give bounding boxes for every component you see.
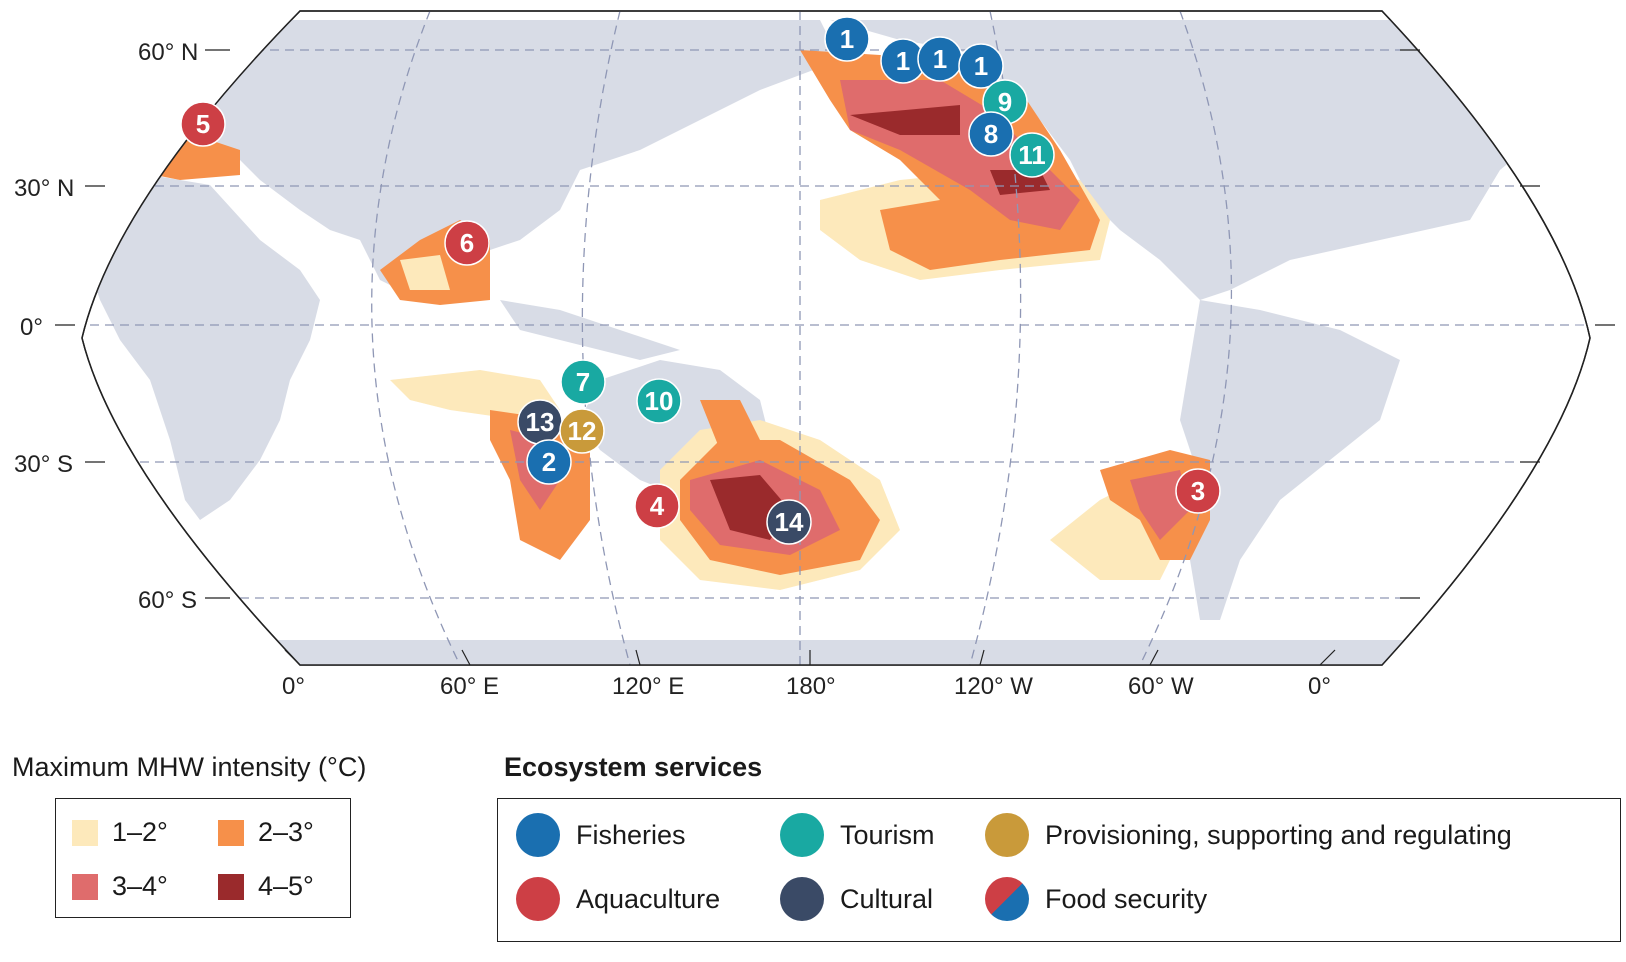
intensity-item-3-4: 3–4°: [72, 871, 168, 902]
intensity-label-1-2: 1–2°: [112, 817, 168, 847]
marker-label: 14: [775, 507, 804, 537]
marker-circle: [968, 111, 1014, 157]
marker-fisheries: 2: [526, 439, 572, 485]
lat-label-60s: 60° S: [138, 587, 197, 614]
lon-label-0: 0°: [282, 673, 305, 700]
marker-label: 6: [460, 228, 474, 258]
lat-label-60n: 60° N: [138, 39, 198, 66]
lat-label-30s: 30° S: [14, 451, 73, 478]
intensity-item-2-3: 2–3°: [218, 817, 314, 848]
intensity-label-3-4: 3–4°: [112, 871, 168, 901]
marker-circle: [636, 378, 682, 424]
latitude-labels: 60° N 30° N 0° 30° S 60° S: [14, 39, 198, 614]
marker-circle: [180, 101, 226, 147]
intensity-label-4-5: 4–5°: [258, 871, 314, 901]
intensity-legend: 1–2° 2–3° 3–4° 4–5°: [55, 798, 351, 918]
swatch-4-5: [218, 873, 244, 900]
marker-circle: [1175, 468, 1221, 514]
lon-label-60e: 60° E: [440, 673, 499, 700]
swatch-2-3: [218, 819, 244, 846]
lon-label-180: 180°: [786, 673, 836, 700]
marker-label: 1: [840, 24, 854, 54]
service-fisheries: Fisheries: [516, 813, 686, 857]
marker-tourism: 7: [560, 359, 606, 405]
lat-label-eq: 0°: [20, 314, 43, 341]
services-legend-title: Ecosystem services: [504, 752, 763, 782]
services-legend: Fisheries Tourism Provisioning, supporti…: [497, 798, 1621, 942]
service-label-food-security: Food security: [1045, 883, 1208, 914]
marker-fisheries: 1: [880, 38, 926, 84]
aquaculture-dot-icon: [516, 877, 560, 921]
service-cultural: Cultural: [780, 877, 933, 921]
marker-circle: [634, 483, 680, 529]
intensity-legend-title: Maximum MHW intensity (°C): [12, 752, 367, 782]
service-provisioning: Provisioning, supporting and regulating: [985, 813, 1512, 857]
service-label-aquaculture: Aquaculture: [576, 883, 721, 914]
marker-circle: [526, 439, 572, 485]
marker-label: 5: [196, 109, 210, 139]
service-label-provisioning: Provisioning, supporting and regulating: [1045, 819, 1512, 850]
marker-aquaculture: 5: [180, 101, 226, 147]
marker-label: 1: [896, 46, 910, 76]
food-security-dot-icon: [985, 877, 1029, 921]
service-food-security: Food security: [985, 877, 1207, 921]
world-map: 60° N 30° N 0° 30° S 60° S 0° 60° E 120°…: [14, 10, 1615, 700]
marker-circle: [559, 408, 605, 454]
lon-label-120w: 120° W: [954, 673, 1033, 700]
marker-aquaculture: 6: [444, 220, 490, 266]
marker-label: 3: [1191, 476, 1205, 506]
marker-fisheries: 8: [968, 111, 1014, 157]
lon-label-60w: 60° W: [1128, 673, 1194, 700]
marker-fisheries: 1: [958, 43, 1004, 89]
marker-cultural: 13: [517, 399, 563, 445]
service-label-fisheries: Fisheries: [576, 819, 686, 850]
marker-label: 1: [933, 44, 947, 74]
marker-label: 8: [984, 119, 998, 149]
marker-fisheries: 1: [917, 36, 963, 82]
marker-circle: [444, 220, 490, 266]
marker-circle: [824, 16, 870, 62]
marker-label: 7: [576, 367, 590, 397]
service-tourism: Tourism: [780, 813, 935, 857]
marker-circle: [1009, 132, 1055, 178]
marker-circle: [766, 499, 812, 545]
marker-label: 13: [526, 407, 555, 437]
service-label-tourism: Tourism: [840, 819, 935, 850]
longitude-labels: 0° 60° E 120° E 180° 120° W 60° W 0°: [282, 673, 1331, 700]
marker-tourism: 11: [1009, 132, 1055, 178]
marker-label: 2: [542, 447, 556, 477]
lon-label-120e: 120° E: [612, 673, 684, 700]
tourism-dot-icon: [780, 813, 824, 857]
intensity-label-2-3: 2–3°: [258, 817, 314, 847]
intensity-item-1-2: 1–2°: [72, 817, 168, 848]
swatch-1-2: [72, 819, 98, 846]
marker-provisioning: 12: [559, 408, 605, 454]
marker-aquaculture: 3: [1175, 468, 1221, 514]
intensity-item-4-5: 4–5°: [218, 871, 314, 902]
provisioning-dot-icon: [985, 813, 1029, 857]
service-aquaculture: Aquaculture: [516, 877, 720, 921]
marker-label: 11: [1018, 140, 1046, 170]
marker-fisheries: 1: [824, 16, 870, 62]
marker-label: 12: [568, 416, 597, 446]
marker-label: 9: [998, 87, 1012, 117]
cultural-dot-icon: [780, 877, 824, 921]
marker-circle: [560, 359, 606, 405]
marker-circle: [958, 43, 1004, 89]
axis-ticks: [55, 49, 1615, 666]
lon-label-0-east: 0°: [1308, 673, 1331, 700]
swatch-3-4: [72, 873, 98, 900]
marker-cultural: 14: [766, 499, 812, 545]
marker-aquaculture: 4: [634, 483, 680, 529]
marker-label: 1: [974, 51, 988, 81]
marker-label: 10: [645, 386, 674, 416]
service-label-cultural: Cultural: [840, 883, 934, 914]
lat-label-30n: 30° N: [14, 175, 74, 202]
land: [82, 20, 1590, 665]
fisheries-dot-icon: [516, 813, 560, 857]
marker-tourism: 10: [636, 378, 682, 424]
marker-label: 4: [650, 491, 665, 521]
